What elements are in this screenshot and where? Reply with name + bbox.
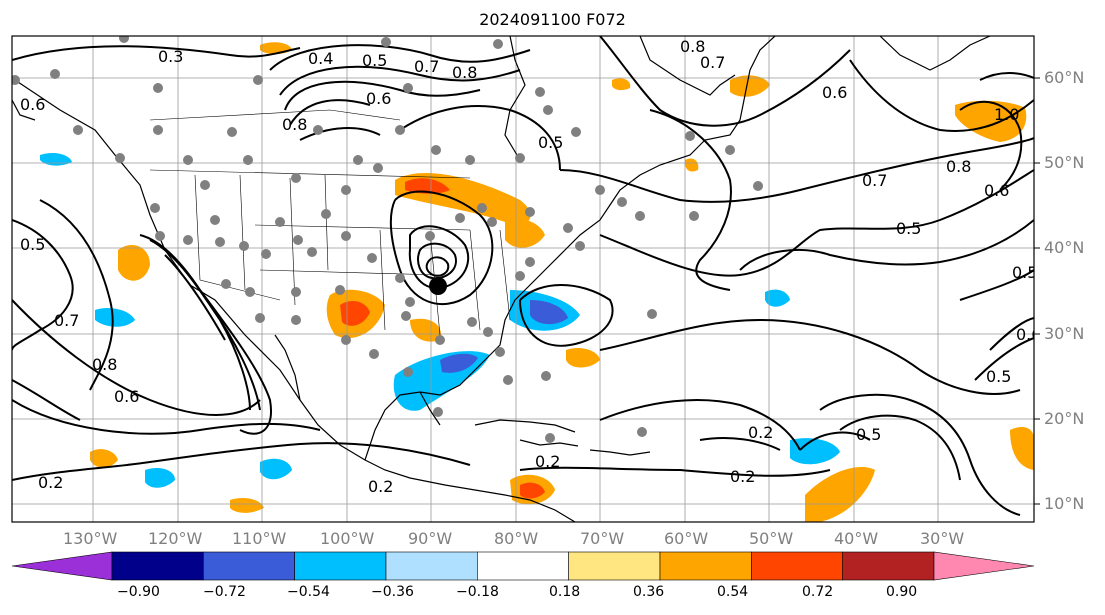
- contour-label: 0.3: [158, 47, 183, 66]
- colorbar-segment: [933, 551, 1035, 581]
- station-dots: [12, 36, 763, 443]
- lon-label: 100°W: [320, 529, 375, 548]
- colorbar-tick: −0.90: [117, 584, 160, 600]
- contour-label: 0.5: [896, 219, 921, 238]
- lat-label: 30°N: [1044, 324, 1085, 343]
- contour-label: 0.8: [92, 355, 117, 374]
- colorbar-tick: −0.72: [203, 584, 246, 600]
- contour-label: 0.6: [822, 83, 847, 102]
- colorbar: [11, 551, 1035, 581]
- contour-label: 1.0: [994, 105, 1019, 124]
- contour-label: 0.2: [38, 473, 63, 492]
- graticule: [12, 36, 1034, 522]
- contour-label: 0.5: [538, 133, 563, 152]
- contour-label: 0.6: [984, 181, 1009, 200]
- colorbar-tick: 0.18: [549, 584, 581, 600]
- colorbar-segment: [842, 551, 935, 581]
- map-title: 2024091100 F072: [479, 10, 626, 29]
- lon-label: 110°W: [232, 529, 287, 548]
- colorbar-segment: [294, 551, 387, 581]
- colorbar-segment: [568, 551, 661, 581]
- lon-label: 90°W: [408, 529, 453, 548]
- contour-label: 0.5: [856, 425, 881, 444]
- colorbar-segment: [203, 551, 295, 581]
- contour-labels: 0.3 0.4 0.5 0.7 0.8 0.6 0.8 0.5 0.6 0.8 …: [20, 37, 1041, 496]
- contour-label: 0.2: [730, 467, 755, 486]
- colorbar-segment: [477, 551, 569, 581]
- lon-label: 50°W: [749, 529, 794, 548]
- contour-label: 0.5: [20, 235, 45, 254]
- contour-label: 0.6: [366, 89, 391, 108]
- lon-label: 120°W: [148, 529, 203, 548]
- contour-lines: [12, 36, 1034, 516]
- colorbar-segment: [11, 551, 113, 581]
- contour-label: 0.7: [862, 171, 887, 190]
- lon-label: 30°W: [920, 529, 965, 548]
- contour-label: 0.5: [1012, 263, 1037, 282]
- map-frame: [11, 35, 1035, 523]
- contour-label: 0.2: [748, 423, 773, 442]
- colorbar-tick: −0.18: [456, 584, 499, 600]
- lat-label: 60°N: [1044, 68, 1085, 87]
- colorbar-segment: [111, 551, 204, 581]
- colorbar-tick: −0.36: [371, 584, 414, 600]
- coastlines: [12, 36, 991, 522]
- contour-label: 0.6: [20, 95, 45, 114]
- contour-label: 0.2: [368, 477, 393, 496]
- lat-label: 40°N: [1044, 238, 1085, 257]
- contour-label: 0.6: [114, 387, 139, 406]
- shaded-regions: [40, 42, 1034, 522]
- colorbar-tick: 0.90: [886, 584, 918, 600]
- contour-label: 0.8: [282, 115, 307, 134]
- contour-label: 0.6: [1016, 325, 1041, 344]
- contour-label: 0.8: [452, 63, 477, 82]
- lat-label: 50°N: [1044, 153, 1085, 172]
- contour-label: 0.5: [362, 51, 387, 70]
- colorbar-tick: −0.54: [287, 584, 330, 600]
- lon-label: 80°W: [494, 529, 539, 548]
- contour-label: 0.8: [680, 37, 705, 56]
- lon-label: 60°W: [664, 529, 709, 548]
- lon-label: 40°W: [834, 529, 879, 548]
- contour-label: 0.2: [535, 452, 560, 471]
- lon-label: 130°W: [63, 529, 118, 548]
- contour-label: 0.7: [700, 53, 725, 72]
- colorbar-tick: 0.54: [717, 584, 749, 600]
- lat-label: 20°N: [1044, 409, 1085, 428]
- lat-label: 10°N: [1044, 494, 1085, 513]
- colorbar-tick: 0.72: [802, 584, 834, 600]
- contour-label: 0.8: [946, 157, 971, 176]
- lon-label: 70°W: [580, 529, 625, 548]
- colorbar-segment: [751, 551, 843, 581]
- colorbar-tick: 0.36: [633, 584, 665, 600]
- colorbar-segment: [385, 551, 478, 581]
- colorbar-segment: [659, 551, 752, 581]
- contour-label: 0.7: [54, 311, 79, 330]
- storm-marker-icon: [429, 277, 447, 295]
- contour-label: 0.7: [414, 57, 439, 76]
- contour-label: 0.5: [986, 367, 1011, 386]
- contour-label: 0.4: [308, 49, 333, 68]
